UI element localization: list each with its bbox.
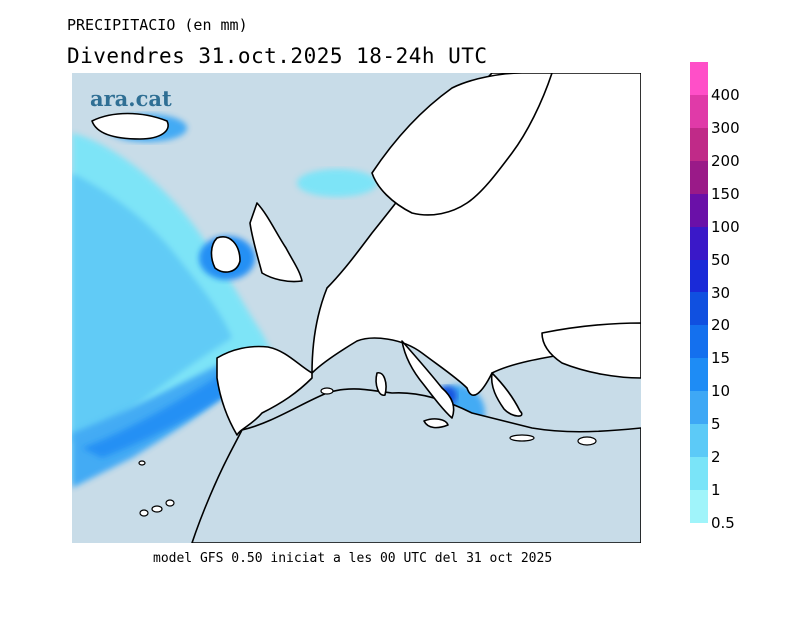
- legend-swatch: [690, 489, 708, 523]
- cyprus-island: [577, 436, 597, 446]
- legend-label: 150: [711, 184, 740, 203]
- legend-swatch: [690, 94, 708, 128]
- sardinia-land: [375, 372, 387, 396]
- model-info: model GFS 0.50 iniciat a les 00 UTC del …: [153, 551, 553, 566]
- legend-swatch: [690, 325, 708, 359]
- legend-label: 10: [711, 382, 731, 401]
- legend-swatch: [690, 160, 708, 194]
- legend-swatch: [690, 457, 708, 490]
- legend-swatch: [690, 127, 708, 161]
- legend-swatch: [690, 259, 708, 293]
- map-subtitle: Divendres 31.oct.2025 18-24h UTC: [67, 44, 488, 68]
- legend-swatch: [690, 391, 708, 425]
- canary-island-3: [165, 499, 175, 507]
- britain-land: [249, 202, 303, 283]
- legend-label: 100: [711, 217, 740, 236]
- legend-swatch: [690, 62, 708, 95]
- legend-swatch: [690, 193, 708, 227]
- legend-label: 0.5: [711, 514, 735, 532]
- iceland-land: [91, 112, 169, 140]
- italy-land: [401, 340, 455, 419]
- legend-label: 400: [711, 85, 740, 104]
- map-title: PRECIPITACIO (en mm): [67, 16, 248, 34]
- mallorca-island: [320, 387, 334, 395]
- north-sea-rain: [297, 169, 377, 197]
- ireland-land: [210, 236, 241, 273]
- canary-island-2: [151, 505, 163, 513]
- scandinavia-land: [371, 73, 553, 216]
- legend-swatch: [690, 424, 708, 458]
- precipitation-legend-bar: [690, 62, 708, 523]
- iberia-core: [82, 373, 232, 458]
- iberia-land: [216, 345, 313, 436]
- legend-label: 1: [711, 481, 721, 500]
- precipitation-legend-labels: 400 300 200 150 100 50 30 20 15 10 5 2 1 0.5: [711, 62, 791, 532]
- legend-label: 50: [711, 250, 731, 269]
- madeira-island: [138, 460, 146, 466]
- atlantic-band-inner: [72, 173, 232, 443]
- sicily-land: [423, 418, 449, 429]
- legend-swatch: [690, 358, 708, 392]
- legend-swatch: [690, 226, 708, 260]
- legend-label: 300: [711, 118, 740, 137]
- legend-label: 2: [711, 448, 721, 467]
- legend-label: 15: [711, 349, 731, 368]
- anatolia-land: [541, 322, 641, 379]
- precipitation-map: [72, 73, 641, 543]
- crete-island: [509, 434, 535, 442]
- legend-label: 30: [711, 283, 731, 302]
- legend-label: 200: [711, 151, 740, 170]
- legend-swatch: [690, 292, 708, 326]
- land-masses: [91, 73, 641, 543]
- legend-label: 20: [711, 316, 731, 335]
- balkans-land: [490, 372, 523, 417]
- canary-island-1: [139, 509, 149, 517]
- ara-cat-logo: ara.cat: [90, 86, 172, 111]
- legend-label: 5: [711, 415, 721, 434]
- islands: [138, 387, 597, 517]
